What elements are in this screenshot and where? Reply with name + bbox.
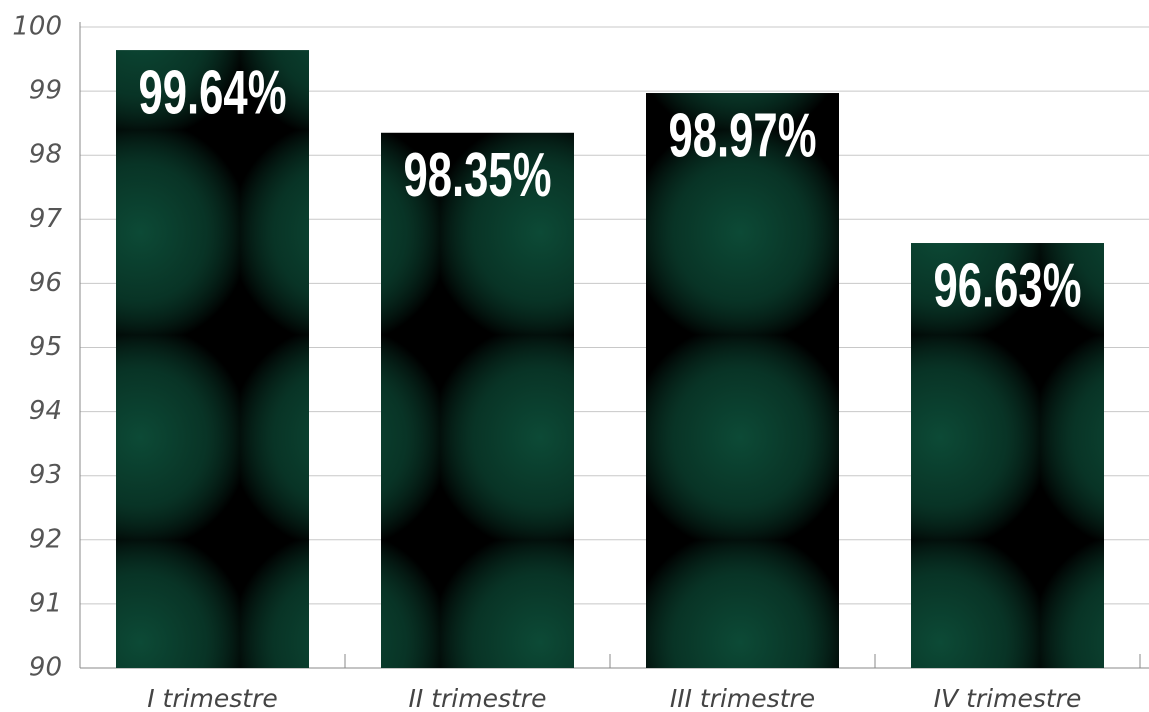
value-label: 98.97% [669,101,817,170]
y-tick-label: 97 [29,204,63,234]
y-tick-label: 93 [29,460,62,490]
x-tick-label: II trimestre [409,684,547,712]
y-tick-label: 94 [29,396,62,426]
y-tick-label: 95 [29,332,62,362]
y-tick-label: 99 [29,76,62,106]
bar [381,132,574,668]
x-tick-label: IV trimestre [934,684,1082,712]
bar [116,50,309,669]
y-tick-label: 98 [29,140,62,170]
y-tick-label: 90 [29,653,62,683]
value-label: 98.35% [404,141,552,210]
y-tick-label: 96 [29,268,62,298]
bar [646,93,839,668]
x-tick-label: III trimestre [670,684,815,712]
y-tick-label: 100 [12,12,62,42]
value-label: 96.63% [934,251,1082,320]
x-tick-label: I trimestre [147,684,278,712]
y-tick-label: 92 [29,524,62,554]
y-tick-label: 91 [29,588,62,618]
bar [911,243,1104,668]
value-label: 99.64% [139,58,287,127]
